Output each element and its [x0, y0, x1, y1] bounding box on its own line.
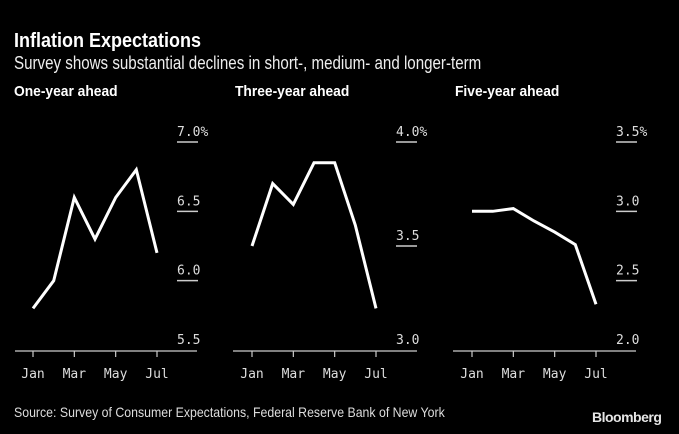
y-tick-label: 3.5	[396, 229, 419, 244]
x-tick-label: Mar	[282, 367, 306, 382]
x-tick-label: Mar	[502, 367, 526, 382]
y-tick-label: 6.5	[177, 194, 200, 209]
x-tick-label: Jan	[460, 367, 483, 382]
bloomberg-logo: Bloomberg	[592, 409, 662, 425]
source-note: Source: Survey of Consumer Expectations,…	[14, 404, 445, 420]
x-tick-label: Jul	[364, 367, 387, 382]
series-line-1	[250, 161, 378, 309]
y-tick-label: 4.0%	[396, 125, 427, 140]
x-tick-label: May	[104, 367, 128, 382]
x-tick-label: May	[323, 367, 347, 382]
panel-title-one-year: One-year ahead	[14, 83, 118, 100]
y-tick-label: 2.0	[616, 333, 639, 348]
x-tick-label: Jul	[584, 367, 607, 382]
chart-subtitle: Survey shows substantial declines in sho…	[14, 53, 482, 73]
x-tick-label: May	[543, 367, 567, 382]
y-tick-label: 3.5%	[616, 125, 647, 140]
y-tick-label: 6.0	[177, 264, 200, 279]
y-tick-label: 3.0	[616, 194, 639, 209]
y-tick-label: 3.0	[396, 333, 419, 348]
y-tick-label: 7.0%	[177, 125, 208, 140]
series-line-0	[31, 166, 159, 310]
x-tick-label: Jan	[21, 367, 44, 382]
panel-title-three-year: Three-year ahead	[235, 83, 350, 100]
y-tick-label: 2.5	[616, 264, 639, 279]
x-tick-label: Jan	[240, 367, 263, 382]
panel-title-five-year: Five-year ahead	[455, 83, 560, 100]
chart-title: Inflation Expectations	[14, 30, 202, 52]
series-line-2	[472, 207, 598, 305]
x-tick-label: Mar	[63, 367, 87, 382]
y-tick-label: 5.5	[177, 333, 200, 348]
x-tick-label: Jul	[145, 367, 168, 382]
